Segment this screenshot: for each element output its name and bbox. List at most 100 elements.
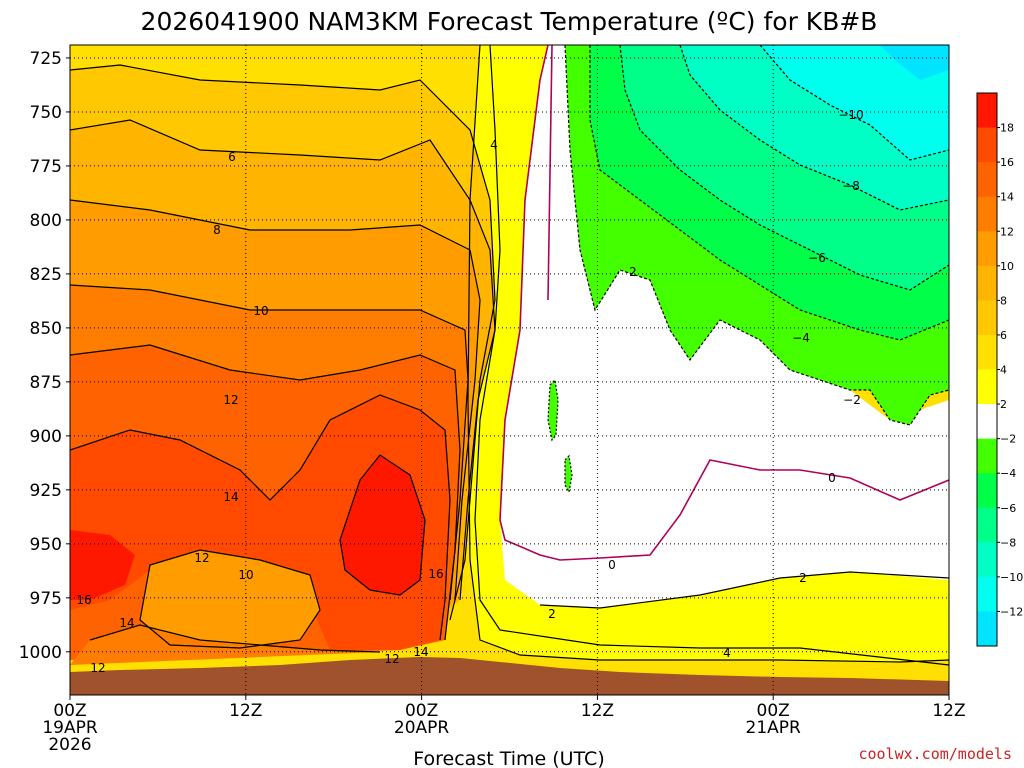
fill-18-plus <box>340 455 425 595</box>
colorbar-swatch <box>977 542 997 578</box>
contour-0-blob <box>547 45 553 301</box>
y-tick-label: 850 <box>30 319 62 339</box>
colorbar-label: 10 <box>1000 260 1014 273</box>
plot-frame <box>69 44 950 696</box>
y-tick-label: 800 <box>30 211 62 231</box>
contour-label: 4 <box>723 646 731 660</box>
contour-label: −6 <box>808 251 826 265</box>
colorbar-swatch <box>977 265 997 301</box>
y-tick-label: 825 <box>30 265 62 285</box>
x-tick-label: 00Z <box>405 701 438 721</box>
colorbar-swatch <box>977 576 997 612</box>
contour-neg6 <box>619 45 949 291</box>
contour-label: 10 <box>238 568 253 582</box>
contour-label: 16 <box>428 567 443 581</box>
colorbar-swatch <box>977 127 997 163</box>
contour-label: 4 <box>490 138 498 152</box>
contour-label: 14 <box>119 616 134 630</box>
contour-12 <box>70 284 469 601</box>
colorbar-label: 16 <box>1000 156 1014 169</box>
colorbar-swatch <box>977 334 997 370</box>
x-tick-label: 00Z <box>757 701 790 721</box>
contour-labels: −10 −8 −6 −4 −2 2 0 0 2 2 4 4 6 8 10 12 14 16 14 16 12 10 12 14… <box>76 108 863 675</box>
contour-label: 12 <box>194 551 209 565</box>
x-tick-label: 12Z <box>229 701 262 721</box>
colorbar-swatch <box>977 404 997 440</box>
colorbar-swatch <box>977 473 997 509</box>
x-tick-label: 2026 <box>48 735 91 755</box>
temperature-fills <box>70 45 949 695</box>
colorbar-swatch <box>977 438 997 474</box>
contour-label: 2 <box>548 607 556 621</box>
colorbar-swatch <box>977 93 997 129</box>
colorbar-label: −12 <box>1000 605 1023 618</box>
contour-label: 6 <box>228 150 236 164</box>
contour-label: −4 <box>792 331 810 345</box>
credit-text: coolwx.com/models <box>858 745 1012 763</box>
colorbar-label: 14 <box>1000 191 1014 204</box>
x-tick-label: 12Z <box>932 701 965 721</box>
colorbar: 18 16 14 12 10 8 6 4 2 −2 −4 −6 −8 −10 −12 <box>976 92 1023 647</box>
colorbar-swatch <box>977 231 997 267</box>
colorbar-swatch <box>977 369 997 405</box>
x-tick-label: 20APR <box>394 718 450 738</box>
ground <box>70 657 949 695</box>
colorbar-label: 4 <box>1000 364 1007 377</box>
contour-lower-2 <box>89 624 381 653</box>
contour-green-blob-2 <box>564 454 573 494</box>
contour-0 <box>499 45 949 561</box>
fill-2-4-bottom <box>468 45 949 662</box>
contour-label: 16 <box>76 593 91 607</box>
x-tick-label: 19APR <box>42 718 98 738</box>
contour-label: −8 <box>842 179 860 193</box>
fill-neg10-neg12 <box>880 45 949 80</box>
x-tick-label: 00Z <box>53 701 86 721</box>
fill-neg8-neg10 <box>760 45 949 160</box>
contour-neg10 <box>759 45 949 161</box>
contour-label: 14 <box>223 490 238 504</box>
contour-lower <box>139 549 321 649</box>
colorbar-label: 18 <box>1000 122 1014 135</box>
colorbar-label: 12 <box>1000 225 1014 238</box>
gridlines <box>70 45 949 695</box>
colorbar-label: 6 <box>1000 329 1007 342</box>
fill-16-18 <box>70 395 450 650</box>
y-tick-label: 775 <box>30 157 62 177</box>
y-tick-label: 900 <box>30 427 62 447</box>
contour-neg2 <box>564 45 949 426</box>
contour-green-blob-1 <box>547 378 559 442</box>
contour-8 <box>70 119 496 601</box>
colorbar-label: 8 <box>1000 294 1007 307</box>
y-tick-label: 725 <box>30 49 62 69</box>
fill-lower-pocket-2 <box>70 625 380 665</box>
colorbar-swatch <box>977 611 997 647</box>
contour-label: 8 <box>213 223 221 237</box>
colorbar-label: −2 <box>1000 433 1016 446</box>
colorbar-label: 2 <box>1000 398 1007 411</box>
y-tick-label: 925 <box>30 481 62 501</box>
contour-10 <box>70 199 481 601</box>
contour-16 <box>70 394 451 641</box>
contour-label: 10 <box>253 304 268 318</box>
colorbar-label: −4 <box>1000 467 1016 480</box>
contour-label: 12 <box>223 393 238 407</box>
fill-0-2 <box>500 45 949 608</box>
x-tick-label: 12Z <box>581 701 614 721</box>
contour-neg8 <box>679 45 949 211</box>
y-tick-label: 1000 <box>19 643 62 663</box>
colorbar-label: −8 <box>1000 536 1016 549</box>
colorbar-label: −6 <box>1000 502 1016 515</box>
contour-label: 14 <box>413 645 428 659</box>
contour-18 <box>339 454 426 596</box>
colorbar-swatch <box>977 507 997 543</box>
contour-6 <box>70 64 496 621</box>
contour-label: 0 <box>608 558 616 572</box>
x-tick-label: 21APR <box>746 718 802 738</box>
y-tick-label: 875 <box>30 373 62 393</box>
colorbar-label: −10 <box>1000 571 1023 584</box>
fill-green-blob-1 <box>548 380 558 440</box>
contour-4 <box>474 45 949 666</box>
colorbar-swatch <box>977 162 997 198</box>
